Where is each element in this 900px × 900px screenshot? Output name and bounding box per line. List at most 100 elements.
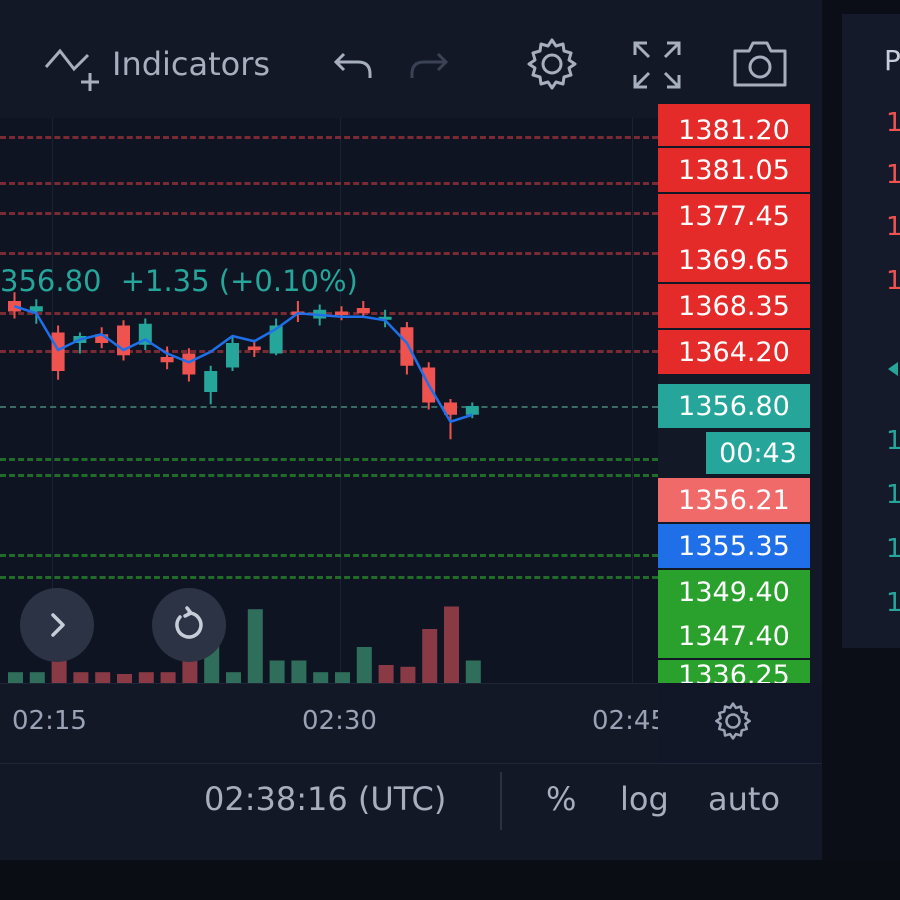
volume-bar: [29, 672, 45, 683]
price-tag-green: 1336.25: [658, 660, 810, 683]
reset-chart-button[interactable]: [152, 588, 226, 662]
candle-body: [400, 327, 414, 366]
sell-order-line: [0, 312, 658, 315]
undo-icon[interactable]: [330, 42, 378, 86]
grid-line: [340, 118, 341, 683]
order-book-price: 1: [886, 426, 900, 456]
volume-bar: [247, 609, 263, 683]
price-tag-red: 1368.35: [658, 284, 810, 328]
grid-line: [52, 118, 53, 683]
plot-area[interactable]: 356.80 +1.35 (+0.10%): [0, 118, 658, 683]
camera-icon[interactable]: [728, 36, 792, 92]
price-tag-salmon: 1356.21: [658, 478, 810, 522]
chevron-right-icon: [51, 613, 65, 637]
volume-bar: [138, 672, 154, 683]
candle-body: [247, 346, 261, 350]
divider: [500, 772, 502, 830]
redo-icon[interactable]: [404, 42, 452, 86]
utc-clock[interactable]: 02:38:16 (UTC): [204, 780, 447, 818]
time-axis[interactable]: [0, 683, 658, 764]
legend-change-pct: (+0.10%): [218, 264, 358, 298]
moving-average-line: [14, 305, 473, 424]
time-tick: 02:15: [12, 706, 87, 736]
volume-bar: [95, 672, 111, 683]
candle-body: [204, 371, 218, 392]
buy-order-line: [0, 554, 658, 557]
chart-toolbar: Indicators: [0, 0, 822, 118]
price-tag-red: 1364.20: [658, 330, 810, 374]
volume-bar: [313, 672, 329, 683]
price-tag-red: 1377.45: [658, 194, 810, 238]
candle-body: [29, 306, 43, 312]
order-book-arrow-icon: [888, 362, 898, 376]
indicators-button[interactable]: Indicators: [112, 45, 271, 83]
candle-body: [138, 323, 152, 345]
sell-order-line: [0, 350, 658, 353]
candle-body: [160, 357, 174, 363]
ohlc-legend: 356.80 +1.35 (+0.10%): [0, 264, 358, 298]
volume-bar: [356, 647, 372, 683]
time-axis-clip: 02:45: [0, 683, 658, 763]
legend-change: +1.35: [120, 264, 210, 298]
price-tag-last: 1356.80: [658, 384, 810, 428]
legend-price: 356.80: [0, 264, 102, 298]
log-scale-toggle[interactable]: log: [620, 780, 669, 818]
candle-body: [378, 316, 392, 320]
order-book-price: 1: [886, 108, 900, 138]
sell-order-line: [0, 212, 658, 215]
auto-scale-toggle[interactable]: auto: [708, 780, 781, 818]
scroll-right-button[interactable]: [20, 588, 94, 662]
candle-body: [269, 325, 283, 354]
price-tag-blue: 1355.35: [658, 524, 810, 568]
price-tag-green: 1347.40: [658, 614, 810, 658]
status-bar: [0, 763, 822, 861]
order-book-panel: P: [842, 14, 900, 648]
percent-scale-toggle[interactable]: %: [546, 780, 577, 818]
candle-body: [182, 353, 196, 375]
price-tag-red: 1381.20: [658, 104, 810, 146]
buy-order-line: [0, 458, 658, 461]
order-book-price: 1: [886, 212, 900, 242]
grid-line: [632, 118, 633, 683]
volume-bar: [465, 660, 481, 683]
candle-body: [335, 311, 348, 315]
fullscreen-icon[interactable]: [630, 38, 684, 92]
price-tag-countdown: 00:43: [706, 432, 810, 474]
volume-bar: [226, 672, 241, 683]
time-tick: 02:30: [302, 706, 377, 736]
volume-bar: [269, 660, 285, 683]
candle-body: [51, 332, 65, 371]
sell-order-line: [0, 182, 658, 185]
time-tick: 02:45: [592, 706, 658, 736]
sell-order-line: [0, 136, 658, 139]
price-tag-green: 1349.40: [658, 570, 810, 614]
buy-order-line: [0, 576, 658, 579]
order-book-price: 1: [886, 534, 900, 564]
volume-bar: [400, 666, 416, 683]
volume-bar: [291, 660, 307, 683]
volume-bar: [51, 660, 67, 683]
candlestick-series: [8, 292, 481, 683]
order-book-price: 1: [886, 160, 900, 190]
gear-icon[interactable]: [522, 34, 582, 94]
candle-body: [95, 334, 109, 343]
gear-icon[interactable]: [712, 700, 756, 744]
volume-bar: [160, 672, 176, 683]
bottom-strip: [0, 860, 900, 900]
volume-bar: [73, 672, 89, 683]
last-price-line: [0, 406, 658, 408]
order-book-price: 1: [886, 588, 900, 618]
order-book-price: 1: [886, 266, 900, 296]
volume-bar: [335, 672, 350, 683]
candle-body: [465, 406, 479, 415]
order-book-header: P: [884, 44, 900, 77]
volume-bar: [8, 672, 23, 683]
order-book-price: 1: [886, 480, 900, 510]
candle-body: [356, 308, 370, 314]
sell-order-line: [0, 252, 658, 255]
indicators-icon[interactable]: [40, 38, 108, 96]
candle-body: [226, 343, 239, 368]
candle-body: [444, 402, 457, 415]
volume-bar: [444, 606, 459, 683]
